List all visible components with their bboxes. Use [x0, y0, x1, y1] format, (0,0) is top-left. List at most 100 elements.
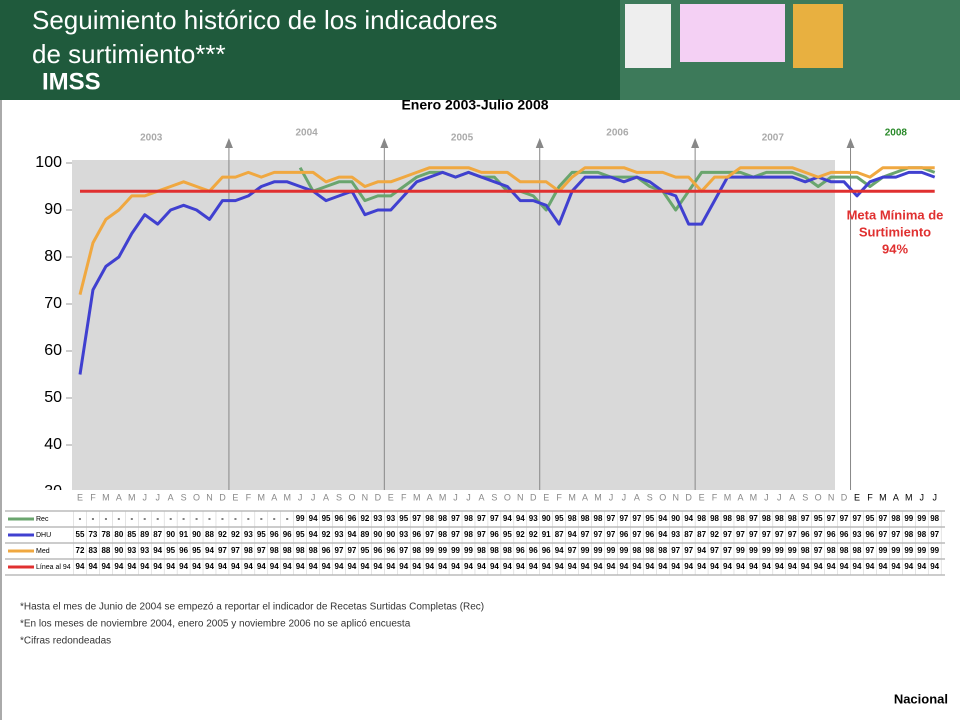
legend-label: Rec — [36, 516, 49, 523]
table-cell: 94 — [464, 562, 473, 571]
table-cell: 94 — [814, 562, 823, 571]
table-cell: 94 — [658, 514, 667, 523]
table-cell: 98 — [594, 514, 603, 523]
table-cell: - — [79, 514, 82, 523]
table-cell: 94 — [270, 562, 279, 571]
x-tick-label: F — [556, 492, 562, 502]
table-cell: 94 — [438, 562, 447, 571]
table-cell: 94 — [399, 562, 408, 571]
table-cell: 94 — [114, 562, 123, 571]
x-tick-label: J — [143, 492, 148, 502]
table-cell: 99 — [775, 546, 784, 555]
x-tick-label: J — [932, 492, 937, 502]
table-cell: 98 — [270, 546, 279, 555]
table-cell: 98 — [801, 546, 810, 555]
x-tick-label: S — [647, 492, 653, 502]
x-tick-label: N — [362, 492, 369, 502]
x-tick-label: M — [750, 492, 758, 502]
table-cell: 95 — [399, 514, 408, 523]
table-cell: 96 — [840, 530, 849, 539]
x-tick-label: A — [737, 492, 743, 502]
table-cell: 93 — [529, 514, 538, 523]
x-tick-label: E — [232, 492, 238, 502]
table-cell: 99 — [594, 546, 603, 555]
x-tick-label: J — [453, 492, 458, 502]
annotation: 94% — [882, 241, 908, 256]
table-cell: 96 — [619, 530, 628, 539]
table-cell: 98 — [775, 514, 784, 523]
table-cell: 94 — [904, 562, 913, 571]
series-line — [78, 166, 935, 295]
x-tick-label: A — [116, 492, 122, 502]
table-cell: 97 — [412, 514, 421, 523]
year-label: 2004 — [296, 128, 319, 139]
x-tick-label: M — [283, 492, 291, 502]
x-tick-label: N — [672, 492, 679, 502]
legend-label: Línea al 94 — [36, 564, 71, 571]
footnote: *Hasta el mes de Junio de 2004 se empezó… — [20, 602, 484, 613]
table-cell: 94 — [231, 562, 240, 571]
table-cell: 97 — [218, 546, 227, 555]
table-cell: 99 — [451, 546, 460, 555]
scope-label: Nacional — [894, 691, 948, 706]
table-cell: 94 — [244, 562, 253, 571]
subtitle: Enero 2003-Julio 2008 — [401, 97, 548, 113]
table-cell: 97 — [477, 514, 486, 523]
table-cell: 94 — [555, 562, 564, 571]
table-cell: 95 — [296, 530, 305, 539]
title-line: de surtimiento*** — [32, 39, 226, 69]
table-cell: 96 — [865, 530, 874, 539]
table-cell: 90 — [542, 514, 551, 523]
table-cell: 95 — [322, 514, 331, 523]
table-cell: 96 — [335, 514, 344, 523]
y-tick-label: 90 — [44, 201, 62, 218]
table-cell: 99 — [878, 546, 887, 555]
table-cell: 90 — [114, 546, 123, 555]
table-cell: 97 — [594, 530, 603, 539]
table-cell: 96 — [270, 530, 279, 539]
year-label: 2007 — [762, 133, 785, 144]
table-cell: 97 — [490, 514, 499, 523]
table-cell: 97 — [788, 530, 797, 539]
table-cell: - — [195, 514, 198, 523]
x-tick-label: J — [155, 492, 160, 502]
table-cell: 98 — [464, 530, 473, 539]
table-cell: 97 — [632, 514, 641, 523]
table-cell: 92 — [322, 530, 331, 539]
x-tick-label: F — [90, 492, 96, 502]
table-cell: 94 — [801, 562, 810, 571]
x-tick-label: S — [181, 492, 187, 502]
table-cell: 97 — [878, 530, 887, 539]
table-cell: 97 — [632, 530, 641, 539]
table-cell: 87 — [153, 530, 162, 539]
table-cell: 96 — [283, 530, 292, 539]
table-cell: 92 — [218, 530, 227, 539]
x-tick-label: N — [517, 492, 524, 502]
table-cell: 94 — [619, 562, 628, 571]
x-tick-label: E — [388, 492, 394, 502]
table-cell: 98 — [827, 546, 836, 555]
table-cell: 97 — [451, 530, 460, 539]
table-cell: 97 — [710, 546, 719, 555]
table-cell: 88 — [205, 530, 214, 539]
table-cell: 94 — [309, 530, 318, 539]
x-tick-label: F — [401, 492, 407, 502]
table-cell: 94 — [373, 562, 382, 571]
x-tick-label: M — [905, 492, 913, 502]
x-tick-label: A — [582, 492, 588, 502]
table-cell: 94 — [529, 562, 538, 571]
table-cell: 95 — [257, 530, 266, 539]
x-tick-label: M — [413, 492, 421, 502]
table-cell: 98 — [762, 514, 771, 523]
table-cell: 98 — [296, 546, 305, 555]
left-border — [0, 100, 2, 720]
table-cell: 93 — [335, 530, 344, 539]
table-cell: 94 — [697, 562, 706, 571]
y-tick-label: 100 — [35, 154, 62, 171]
table-cell: 98 — [840, 546, 849, 555]
title-line: Seguimiento histórico de los indicadores — [32, 5, 497, 35]
table-cell: 97 — [477, 530, 486, 539]
x-tick-label: A — [893, 492, 899, 502]
table-cell: - — [221, 514, 224, 523]
